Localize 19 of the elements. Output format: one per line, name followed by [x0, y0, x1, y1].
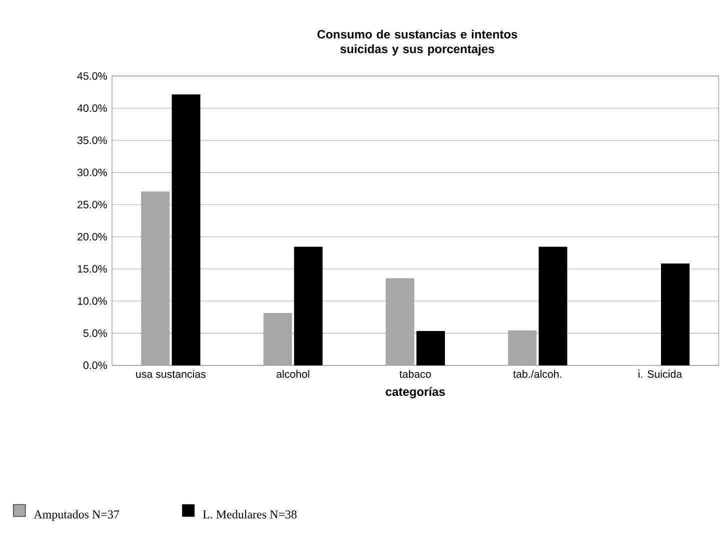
y-tick-label: 5.0%	[83, 329, 107, 337]
x-tick-label: tab./alcoh.	[513, 370, 562, 378]
y-tick-label: 40.0%	[77, 104, 107, 112]
legend-label: Amputados N=37	[34, 510, 120, 521]
y-tick-label: 45.0%	[77, 72, 107, 80]
y-tick-label: 0.0%	[83, 362, 107, 370]
y-tick-label: 35.0%	[77, 136, 107, 144]
y-tick-label: 15.0%	[78, 265, 107, 273]
chart-title: Consumo de sustancias e intentos suicidas y sus porcentajes	[317, 30, 518, 56]
y-tick-label: 25.0%	[78, 200, 107, 208]
x-tick-label: i. Suicida	[638, 370, 682, 378]
x-tick-label: usa sustancias	[136, 370, 206, 378]
y-tick-label: 30.0%	[77, 168, 107, 176]
y-tick-label: 20.0%	[78, 232, 107, 241]
x-tick-label: alcohol	[276, 370, 310, 378]
y-tick-label: 10.0%	[78, 297, 107, 305]
x-tick-label: tabaco	[399, 370, 431, 378]
legend-label: L. Medulares N=38	[202, 510, 297, 518]
x-axis-title: categorías	[386, 387, 445, 398]
